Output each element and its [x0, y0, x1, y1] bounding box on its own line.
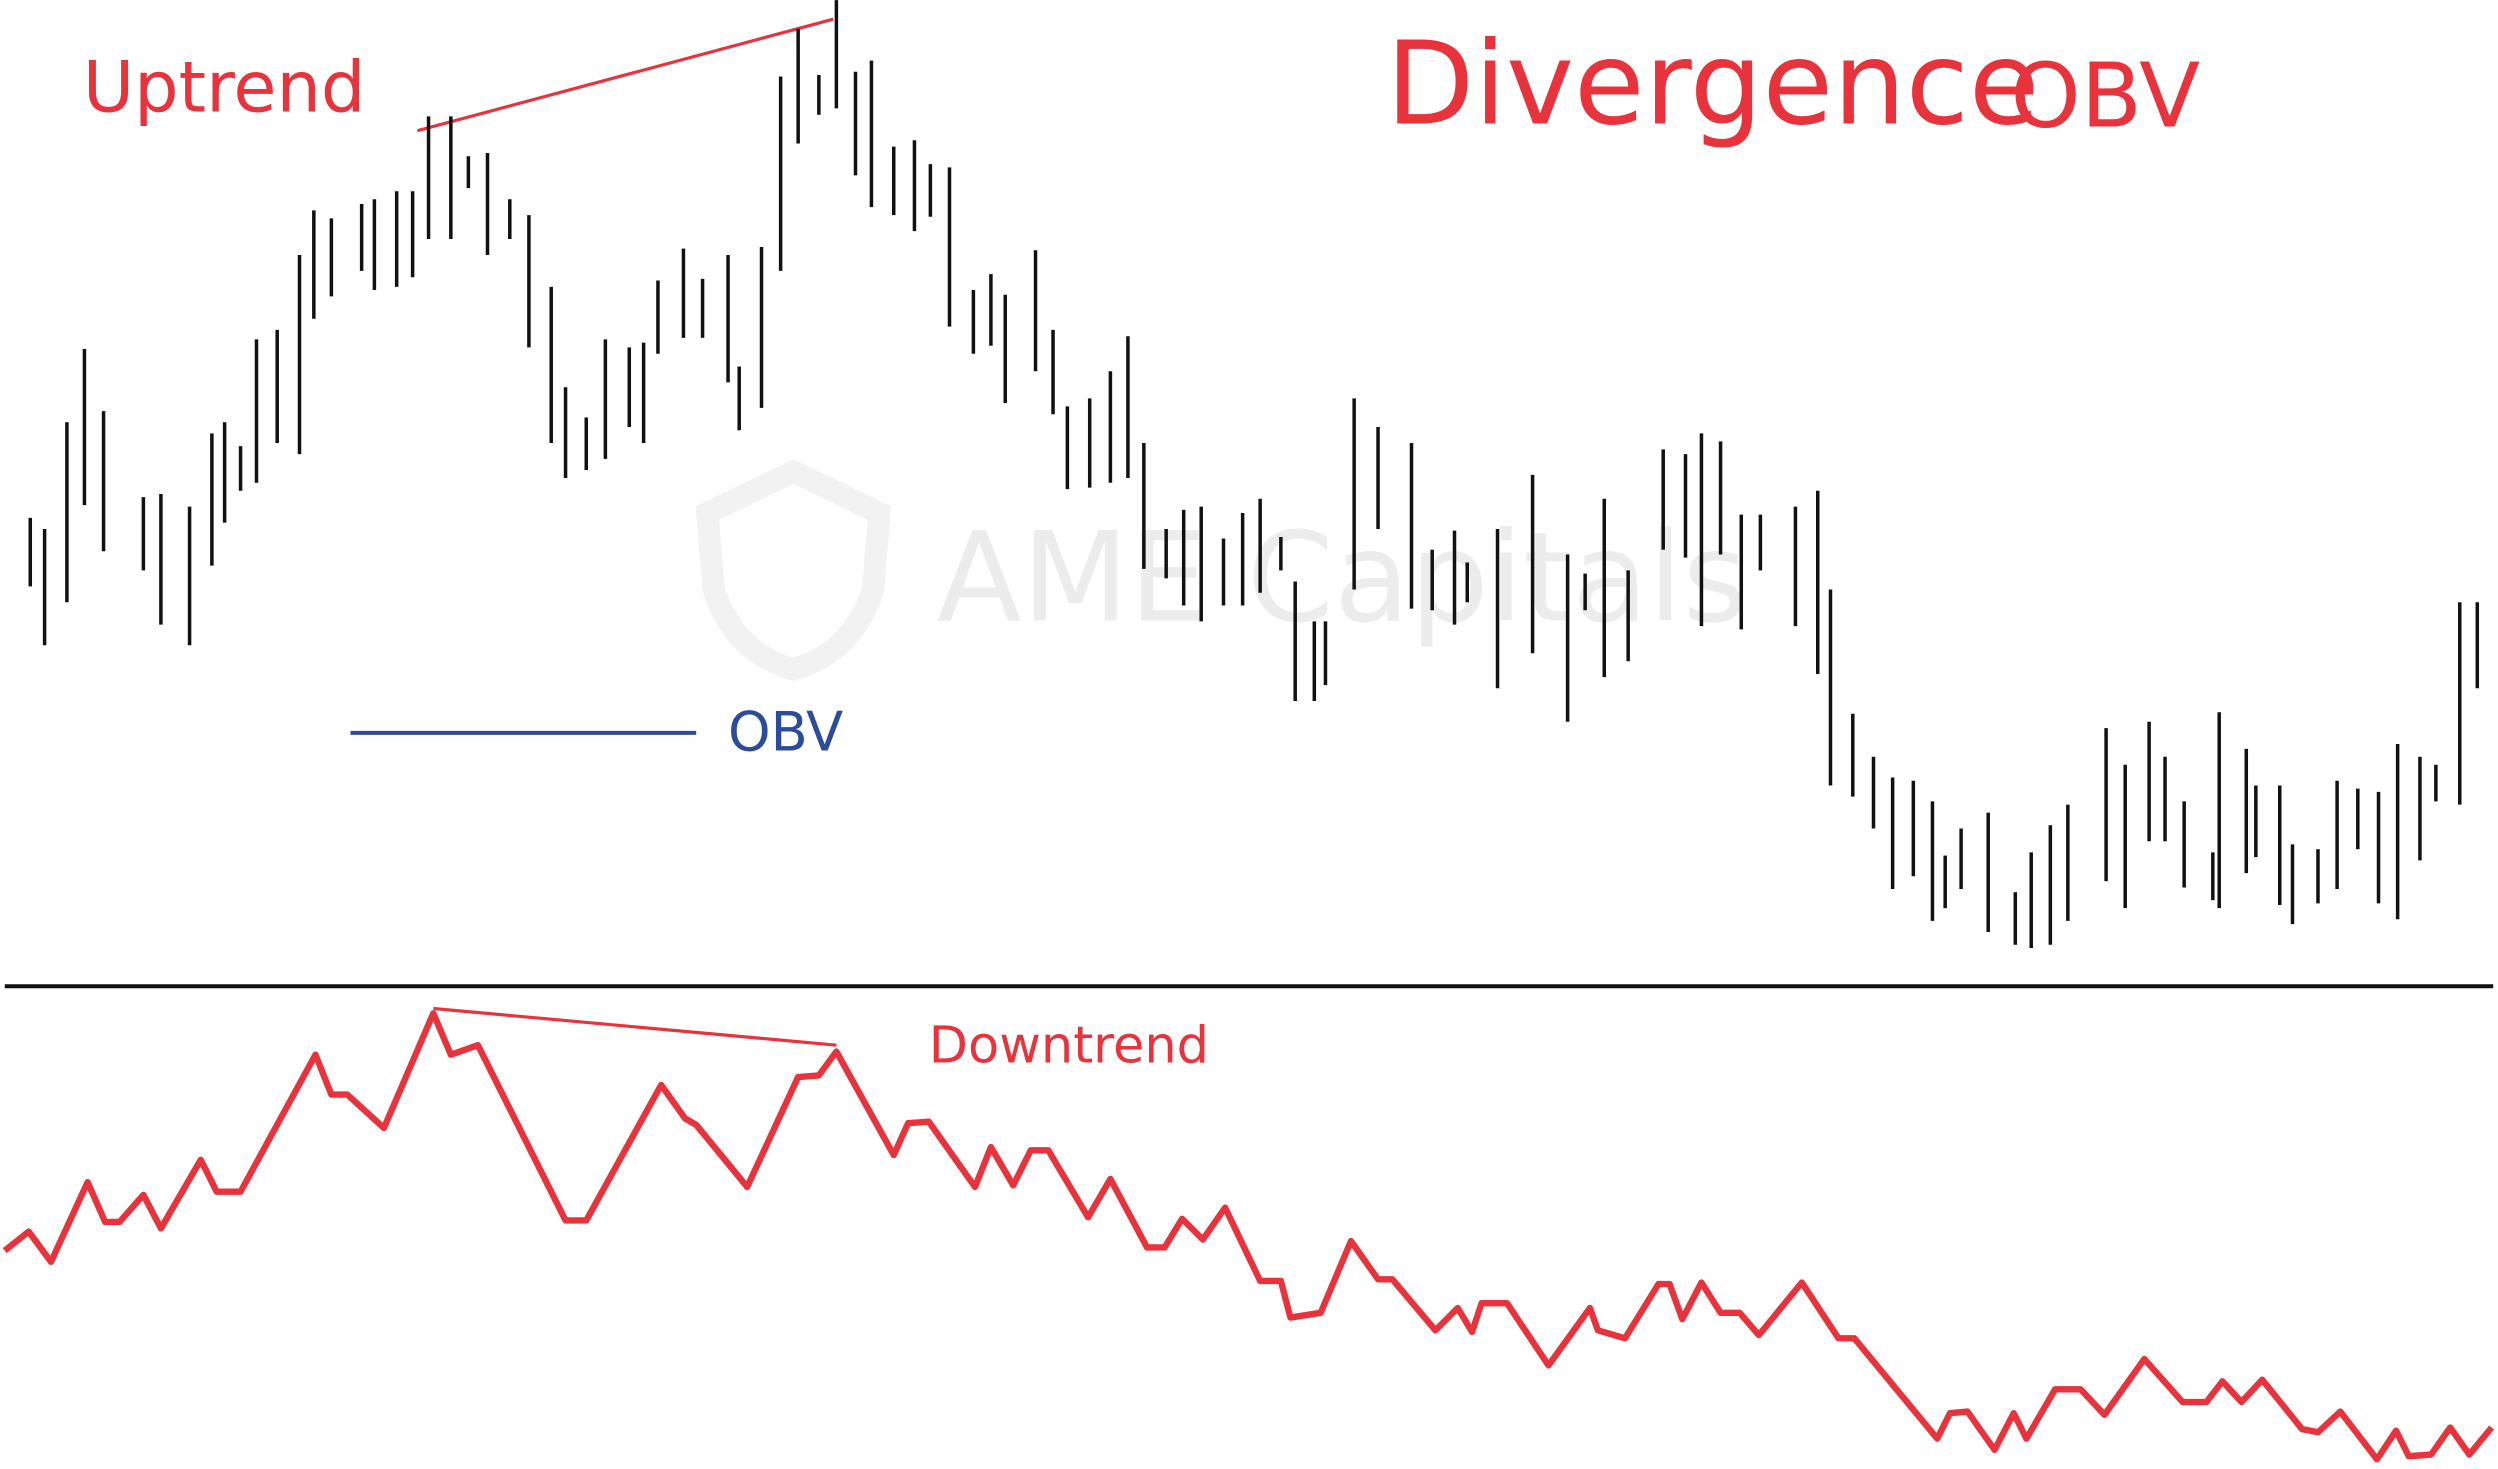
chart-title-suffix: OBV: [2011, 44, 2201, 148]
uptrend-line: [416, 17, 834, 133]
annotation: Downtrend: [929, 1016, 1209, 1075]
legend-label: OBV: [728, 701, 843, 764]
chart-title: Divergence: [1386, 19, 2039, 152]
annotation: Uptrend: [83, 47, 366, 129]
watermark: AME Capitals: [937, 507, 1748, 651]
downtrend-line: [433, 1006, 837, 1047]
obv-line: [2, 1010, 2495, 1463]
watermark-logo: [695, 459, 892, 681]
